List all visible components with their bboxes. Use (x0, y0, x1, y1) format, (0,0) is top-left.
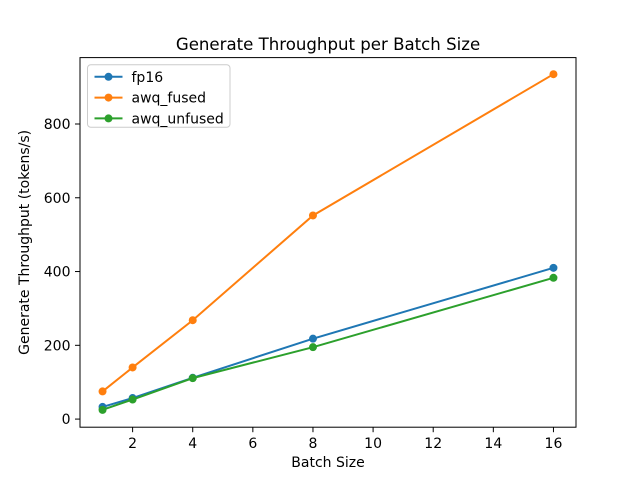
series-marker-awq_fused (128, 363, 137, 372)
x-tick-label: 6 (248, 436, 257, 452)
legend-label-awq_unfused: awq_unfused (132, 111, 224, 127)
series-marker-awq_unfused (549, 273, 558, 282)
y-axis-label: Generate Throughput (tokens/s) (17, 130, 33, 355)
series-marker-awq_fused (188, 316, 197, 325)
series-marker-fp16 (308, 334, 317, 343)
legend-label-fp16: fp16 (132, 70, 164, 86)
x-tick-label: 2 (128, 436, 137, 452)
series-marker-awq_fused (549, 70, 558, 79)
legend-label-awq_fused: awq_fused (132, 91, 207, 107)
plot-frame (79, 57, 577, 428)
y-tick-label: 400 (44, 265, 71, 281)
chart-title: Generate Throughput per Batch Size (176, 35, 480, 54)
legend-marker-awq_unfused (104, 114, 113, 123)
x-tick-label: 12 (424, 436, 442, 452)
x-tick-label: 10 (364, 436, 382, 452)
legend-box (87, 64, 231, 128)
series-marker-fp16 (549, 263, 558, 272)
x-tick-label: 4 (188, 436, 197, 452)
series-marker-awq_unfused (128, 395, 137, 404)
x-axis-label: Batch Size (291, 455, 364, 471)
y-tick-label: 800 (44, 117, 71, 133)
y-tick-label: 200 (44, 338, 71, 354)
series-marker-awq_unfused (188, 374, 197, 383)
x-tick-label: 14 (484, 436, 502, 452)
x-tick-label: 16 (545, 436, 563, 452)
legend-marker-awq_fused (104, 93, 113, 102)
series-marker-awq_unfused (98, 405, 107, 414)
y-tick-label: 600 (44, 191, 71, 207)
series-line-awq_unfused (102, 276, 554, 411)
legend-marker-fp16 (104, 72, 113, 81)
y-tick-label: 0 (62, 412, 71, 428)
series-marker-awq_fused (98, 387, 107, 396)
series-marker-awq_unfused (308, 343, 317, 352)
x-tick-label: 8 (309, 436, 318, 452)
series-marker-awq_fused (308, 211, 317, 220)
legend: fp16 awq_fused awq_unfused (87, 64, 231, 128)
